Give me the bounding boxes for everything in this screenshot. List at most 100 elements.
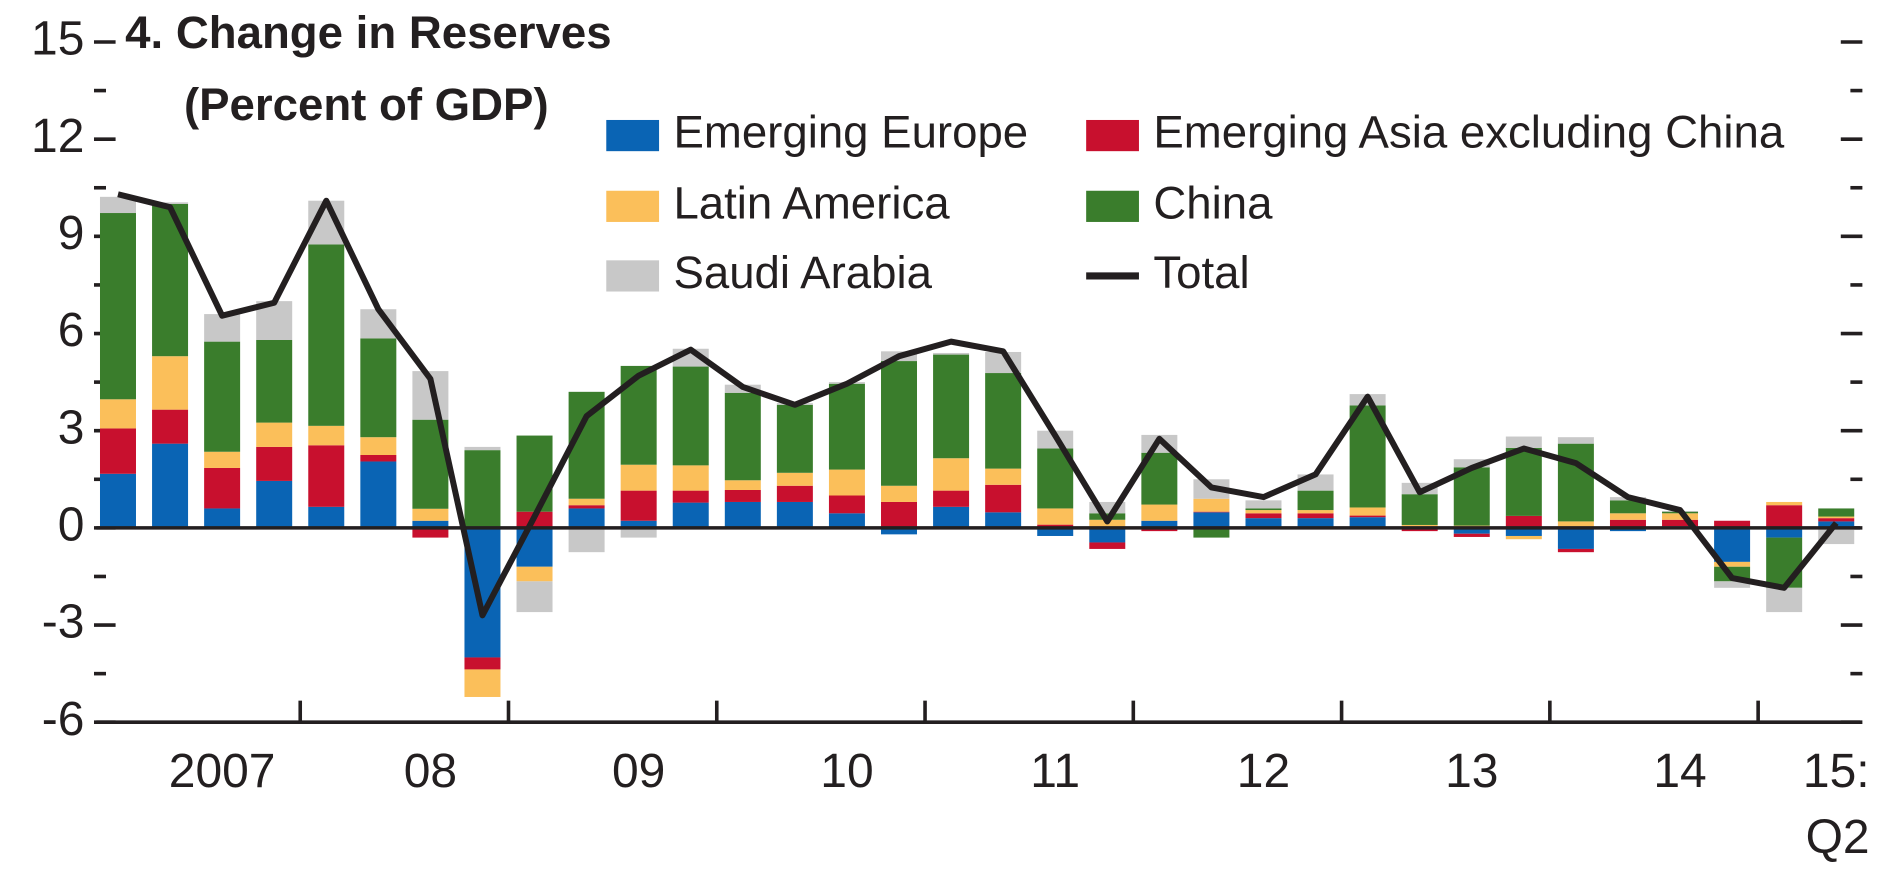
bar-segment <box>412 520 449 528</box>
bar-segment <box>1714 581 1751 588</box>
bar-segment <box>1609 519 1646 528</box>
bar-segment <box>776 501 813 528</box>
bar-segment <box>1714 561 1751 567</box>
bar-segment <box>152 356 189 410</box>
bar-segment <box>308 425 345 446</box>
x-tick-label: 12 <box>1237 744 1290 797</box>
bar-segment <box>1401 494 1438 525</box>
bar-segment <box>308 506 345 528</box>
bar-segment <box>1609 500 1646 514</box>
bar-segment <box>360 461 397 528</box>
bar-segment <box>1193 527 1230 538</box>
bar-segment <box>620 464 657 491</box>
bar-segment <box>933 458 970 491</box>
bar-segment <box>1245 518 1282 528</box>
bar-segment <box>360 454 397 462</box>
bar-segment <box>1505 527 1542 536</box>
bar-segment <box>1349 517 1386 528</box>
bar-segment <box>516 527 553 567</box>
bar-segment <box>828 495 865 514</box>
bar-segment <box>1089 501 1126 514</box>
bar-segment <box>99 473 136 528</box>
bar-segment <box>1349 515 1386 518</box>
chart-title: 4. Change in Reserves <box>125 7 611 58</box>
x-tick-label: 10 <box>820 744 873 797</box>
bar-segment <box>724 489 761 502</box>
bar-segment <box>1505 436 1542 448</box>
bar-segment <box>204 467 241 509</box>
bar-segment <box>1557 437 1594 444</box>
bar-segment <box>985 373 1022 469</box>
y-tick-label: 12 <box>31 110 84 163</box>
bar-segment <box>828 383 865 470</box>
bar-segment <box>1349 507 1386 516</box>
chart-subtitle: (Percent of GDP) <box>184 79 549 130</box>
bar-segment <box>99 196 136 214</box>
bar-segment <box>464 669 501 697</box>
bar-segment <box>152 443 189 528</box>
bar-segment <box>412 508 449 521</box>
bar-segment <box>672 366 709 466</box>
bar-segment <box>881 361 918 486</box>
legend-swatch <box>606 260 660 292</box>
bar-segment <box>1453 527 1490 534</box>
bar-segment <box>1505 447 1542 516</box>
y-tick-label: -3 <box>42 596 85 649</box>
x-tick-label: 2007 <box>169 744 276 797</box>
bar-segment <box>724 480 761 490</box>
bar-segment <box>724 501 761 528</box>
bar-segment <box>881 485 918 502</box>
bar-segment <box>1766 537 1803 588</box>
bar-segment <box>1037 508 1074 525</box>
bar-segment <box>308 445 345 507</box>
y-tick-label: 0 <box>58 499 85 552</box>
bar-segment <box>1193 512 1230 528</box>
bar-segment <box>360 338 397 438</box>
x-tick-label: 11 <box>1030 744 1080 797</box>
bar-segment <box>1141 520 1178 528</box>
bar-segment <box>933 490 970 507</box>
bar-segment <box>1089 527 1126 543</box>
bar-segment <box>360 437 397 455</box>
legend-swatch <box>1086 190 1139 222</box>
legend-label: Latin America <box>673 177 950 228</box>
bar-segment <box>620 527 657 538</box>
bar-segment <box>1818 516 1855 519</box>
bar-segment <box>568 527 605 553</box>
bar-segment <box>1297 510 1334 514</box>
bar-segment <box>881 501 918 528</box>
bar-segment <box>1766 501 1803 506</box>
bar-segment <box>985 468 1022 485</box>
y-tick-label: 3 <box>58 401 85 454</box>
bar-segment <box>464 450 501 528</box>
bar-segment <box>516 566 553 582</box>
bar-segment <box>620 490 657 521</box>
bar-segment <box>99 213 136 400</box>
bar-segment <box>1662 513 1699 520</box>
y-tick-label: 6 <box>58 304 85 357</box>
legend-label: Emerging Europe <box>673 107 1028 158</box>
bar-segment <box>1089 542 1126 549</box>
bar-segment <box>1714 520 1751 528</box>
bar-segment <box>1766 527 1803 538</box>
bar-segment <box>1818 508 1855 517</box>
bar-segment <box>1245 510 1282 514</box>
bar-segment <box>464 657 501 670</box>
bar-segment <box>1453 467 1490 526</box>
bar-segment <box>412 527 449 538</box>
bar-segment <box>1557 548 1594 553</box>
bar-segment <box>881 527 918 535</box>
legend-swatch <box>1086 119 1139 152</box>
bar-segment <box>828 469 865 496</box>
legend-label: Total <box>1153 247 1249 298</box>
bar-segment <box>568 498 605 506</box>
bar-segment <box>1557 527 1594 549</box>
bar-segment <box>152 409 189 444</box>
bar-segment <box>516 581 553 613</box>
bar-segment <box>828 513 865 528</box>
bar-segment <box>1297 490 1334 511</box>
bar-segment <box>776 404 813 473</box>
bar-segment <box>1245 513 1282 519</box>
legend-swatch <box>606 190 660 222</box>
bar-segment <box>256 422 293 447</box>
